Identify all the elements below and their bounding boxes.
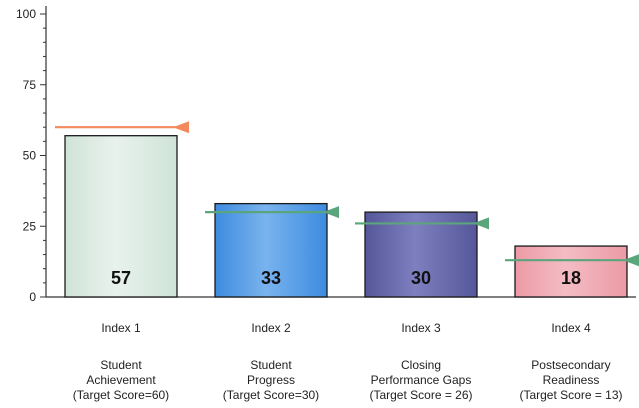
y-tick-label: 50 (23, 149, 37, 163)
x-category-name-label: Performance Gaps (371, 373, 472, 387)
x-category-name-label: Achievement (86, 373, 156, 387)
x-category-name-label: Postsecondary (531, 358, 610, 372)
x-category-index-label: Index 3 (401, 321, 441, 335)
bar-value-label: 30 (411, 268, 431, 288)
x-category-index-label: Index 2 (251, 321, 291, 335)
bar (514, 245, 628, 298)
target-markers (55, 121, 639, 267)
target-marker (173, 121, 189, 134)
bar (214, 202, 328, 298)
bars: 57 33 30 18 (64, 135, 628, 298)
bar (64, 135, 178, 298)
x-category-name-label: Readiness (543, 373, 600, 387)
y-tick-label: 0 (29, 290, 36, 304)
target-marker (473, 217, 489, 230)
x-category-index-label: Index 4 (551, 321, 591, 335)
bar-value-label: 18 (561, 268, 581, 288)
x-category-name-label: Progress (247, 373, 295, 387)
y-tick-label: 75 (23, 78, 37, 92)
target-marker (623, 254, 639, 267)
x-category-name-label: (Target Score = 13) (519, 388, 622, 402)
bar (364, 211, 478, 298)
x-category-name-label: Student (100, 358, 142, 372)
y-tick-label: 100 (16, 7, 36, 21)
x-category-name-label: (Target Score=60) (73, 388, 169, 402)
y-tick-label: 25 (23, 219, 37, 233)
x-category-name-label: (Target Score = 26) (369, 388, 472, 402)
x-category-name-label: (Target Score=30) (223, 388, 319, 402)
x-category-name-label: Closing (401, 358, 441, 372)
x-category-name-label: Student (250, 358, 292, 372)
bar-value-label: 57 (111, 268, 131, 288)
bar-value-label: 33 (261, 268, 281, 288)
target-marker (323, 206, 339, 219)
x-category-index-label: Index 1 (101, 321, 141, 335)
